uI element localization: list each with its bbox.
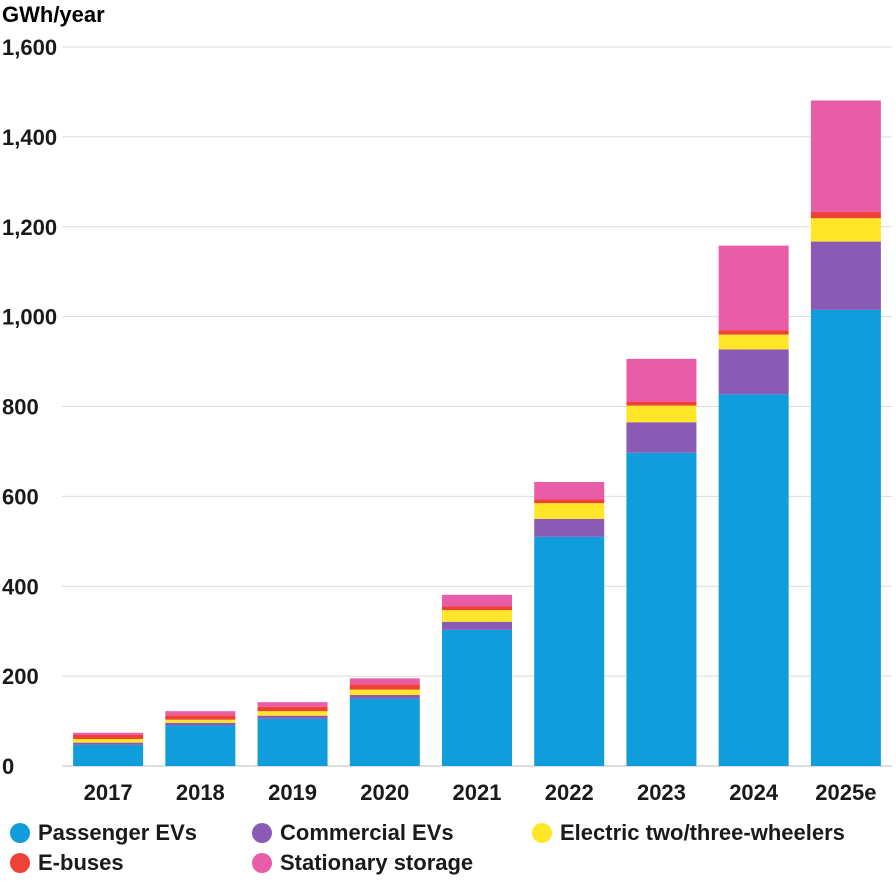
- x-tick-label: 2023: [637, 780, 686, 805]
- bar-segment: [257, 715, 328, 719]
- bars: [73, 100, 881, 766]
- bar-segment: [73, 734, 144, 740]
- legend-label: Commercial EVs: [280, 820, 454, 845]
- bar-segment: [626, 422, 697, 453]
- legend-swatch: [10, 853, 30, 873]
- bar-segment: [165, 722, 236, 726]
- legend-swatch: [10, 823, 30, 843]
- bar-stack: [165, 711, 236, 766]
- y-tick-labels: 0 200 400 600 800 1,000 1,200 1,400 1,600: [2, 35, 57, 779]
- bar-segment: [442, 610, 512, 622]
- bar-segment: [73, 739, 144, 743]
- y-tick-label: 400: [2, 574, 39, 599]
- bar-segment: [718, 245, 789, 331]
- bar-segment: [442, 629, 512, 766]
- bar-segment: [165, 711, 236, 716]
- x-tick-label: 2024: [729, 780, 779, 805]
- bar-segment: [257, 718, 328, 766]
- legend-label: Passenger EVs: [38, 820, 197, 845]
- bar-stack: [73, 732, 144, 766]
- bar-segment: [165, 715, 236, 720]
- bar-stack: [626, 358, 697, 766]
- bar-segment: [165, 719, 236, 723]
- bar-stack: [442, 594, 512, 766]
- bar-segment: [718, 330, 789, 335]
- legend-label: Electric two/three-wheelers: [560, 820, 845, 845]
- bar-stack: [257, 702, 328, 766]
- bar-segment: [810, 241, 881, 310]
- x-tick-label: 2025e: [815, 780, 876, 805]
- bar-segment: [73, 744, 144, 766]
- bar-segment: [718, 334, 789, 350]
- bar-segment: [349, 694, 420, 699]
- gridlines: [62, 46, 892, 767]
- bar-segment: [718, 394, 789, 766]
- legend-swatch: [532, 823, 552, 843]
- y-tick-label: 600: [2, 484, 39, 509]
- bar-segment: [73, 732, 144, 735]
- y-tick-label: 800: [2, 395, 39, 420]
- bar-segment: [810, 309, 881, 766]
- bar-stack: [349, 678, 420, 766]
- y-tick-label: 0: [2, 754, 14, 779]
- bar-stack: [534, 481, 605, 766]
- bar-segment: [626, 358, 697, 403]
- bar-segment: [626, 405, 697, 423]
- legend-item: Commercial EVs: [252, 820, 454, 846]
- y-tick-label: 200: [2, 664, 39, 689]
- bar-segment: [349, 689, 420, 695]
- bar-segment: [257, 706, 328, 712]
- bar-segment: [165, 725, 236, 766]
- bar-segment: [442, 606, 512, 611]
- x-tick-labels: 2017 2018 2019 2020 2021 2022 2023 2024 2025e: [84, 780, 877, 805]
- legend-item: Stationary storage: [252, 850, 473, 876]
- x-tick-label: 2021: [453, 780, 502, 805]
- x-tick-label: 2017: [84, 780, 133, 805]
- bar-segment: [534, 481, 605, 500]
- y-tick-label: 1,400: [2, 125, 57, 150]
- legend-item: Electric two/three-wheelers: [532, 820, 845, 846]
- x-tick-label: 2020: [360, 780, 409, 805]
- bar-segment: [534, 536, 605, 766]
- legend-label: Stationary storage: [280, 850, 474, 875]
- bar-stack: [810, 100, 881, 766]
- bar-segment: [810, 100, 881, 212]
- stacked-bar-chart: GWh/year 0 200 400 600 800 1,000 1,200 1,400 1,6…: [2, 2, 892, 805]
- bar-segment: [810, 211, 881, 219]
- bar-segment: [442, 594, 512, 607]
- bar-segment: [626, 402, 697, 406]
- x-tick-label: 2018: [176, 780, 225, 805]
- y-tick-label: 1,000: [2, 305, 57, 330]
- bar-segment: [534, 518, 605, 537]
- bar-segment: [718, 349, 789, 395]
- bar-segment: [349, 698, 420, 766]
- bar-stack: [718, 245, 789, 766]
- bar-segment: [257, 711, 328, 716]
- y-tick-label: 1,200: [2, 215, 57, 240]
- legend-item: Passenger EVs: [10, 820, 197, 846]
- legend-item: E-buses: [10, 850, 124, 876]
- bar-segment: [534, 499, 605, 504]
- bar-segment: [73, 742, 144, 745]
- bar-segment: [442, 621, 512, 630]
- bar-segment: [257, 702, 328, 707]
- legend-swatch: [252, 823, 272, 843]
- bar-segment: [626, 452, 697, 766]
- bar-segment: [349, 678, 420, 685]
- bar-segment: [810, 218, 881, 242]
- bar-segment: [534, 503, 605, 519]
- x-tick-label: 2022: [545, 780, 594, 805]
- y-axis-label: GWh/year: [2, 2, 105, 27]
- bar-segment: [349, 684, 420, 690]
- legend-swatch: [252, 853, 272, 873]
- legend-label: E-buses: [38, 850, 124, 875]
- y-tick-label: 1,600: [2, 35, 57, 60]
- x-tick-label: 2019: [268, 780, 317, 805]
